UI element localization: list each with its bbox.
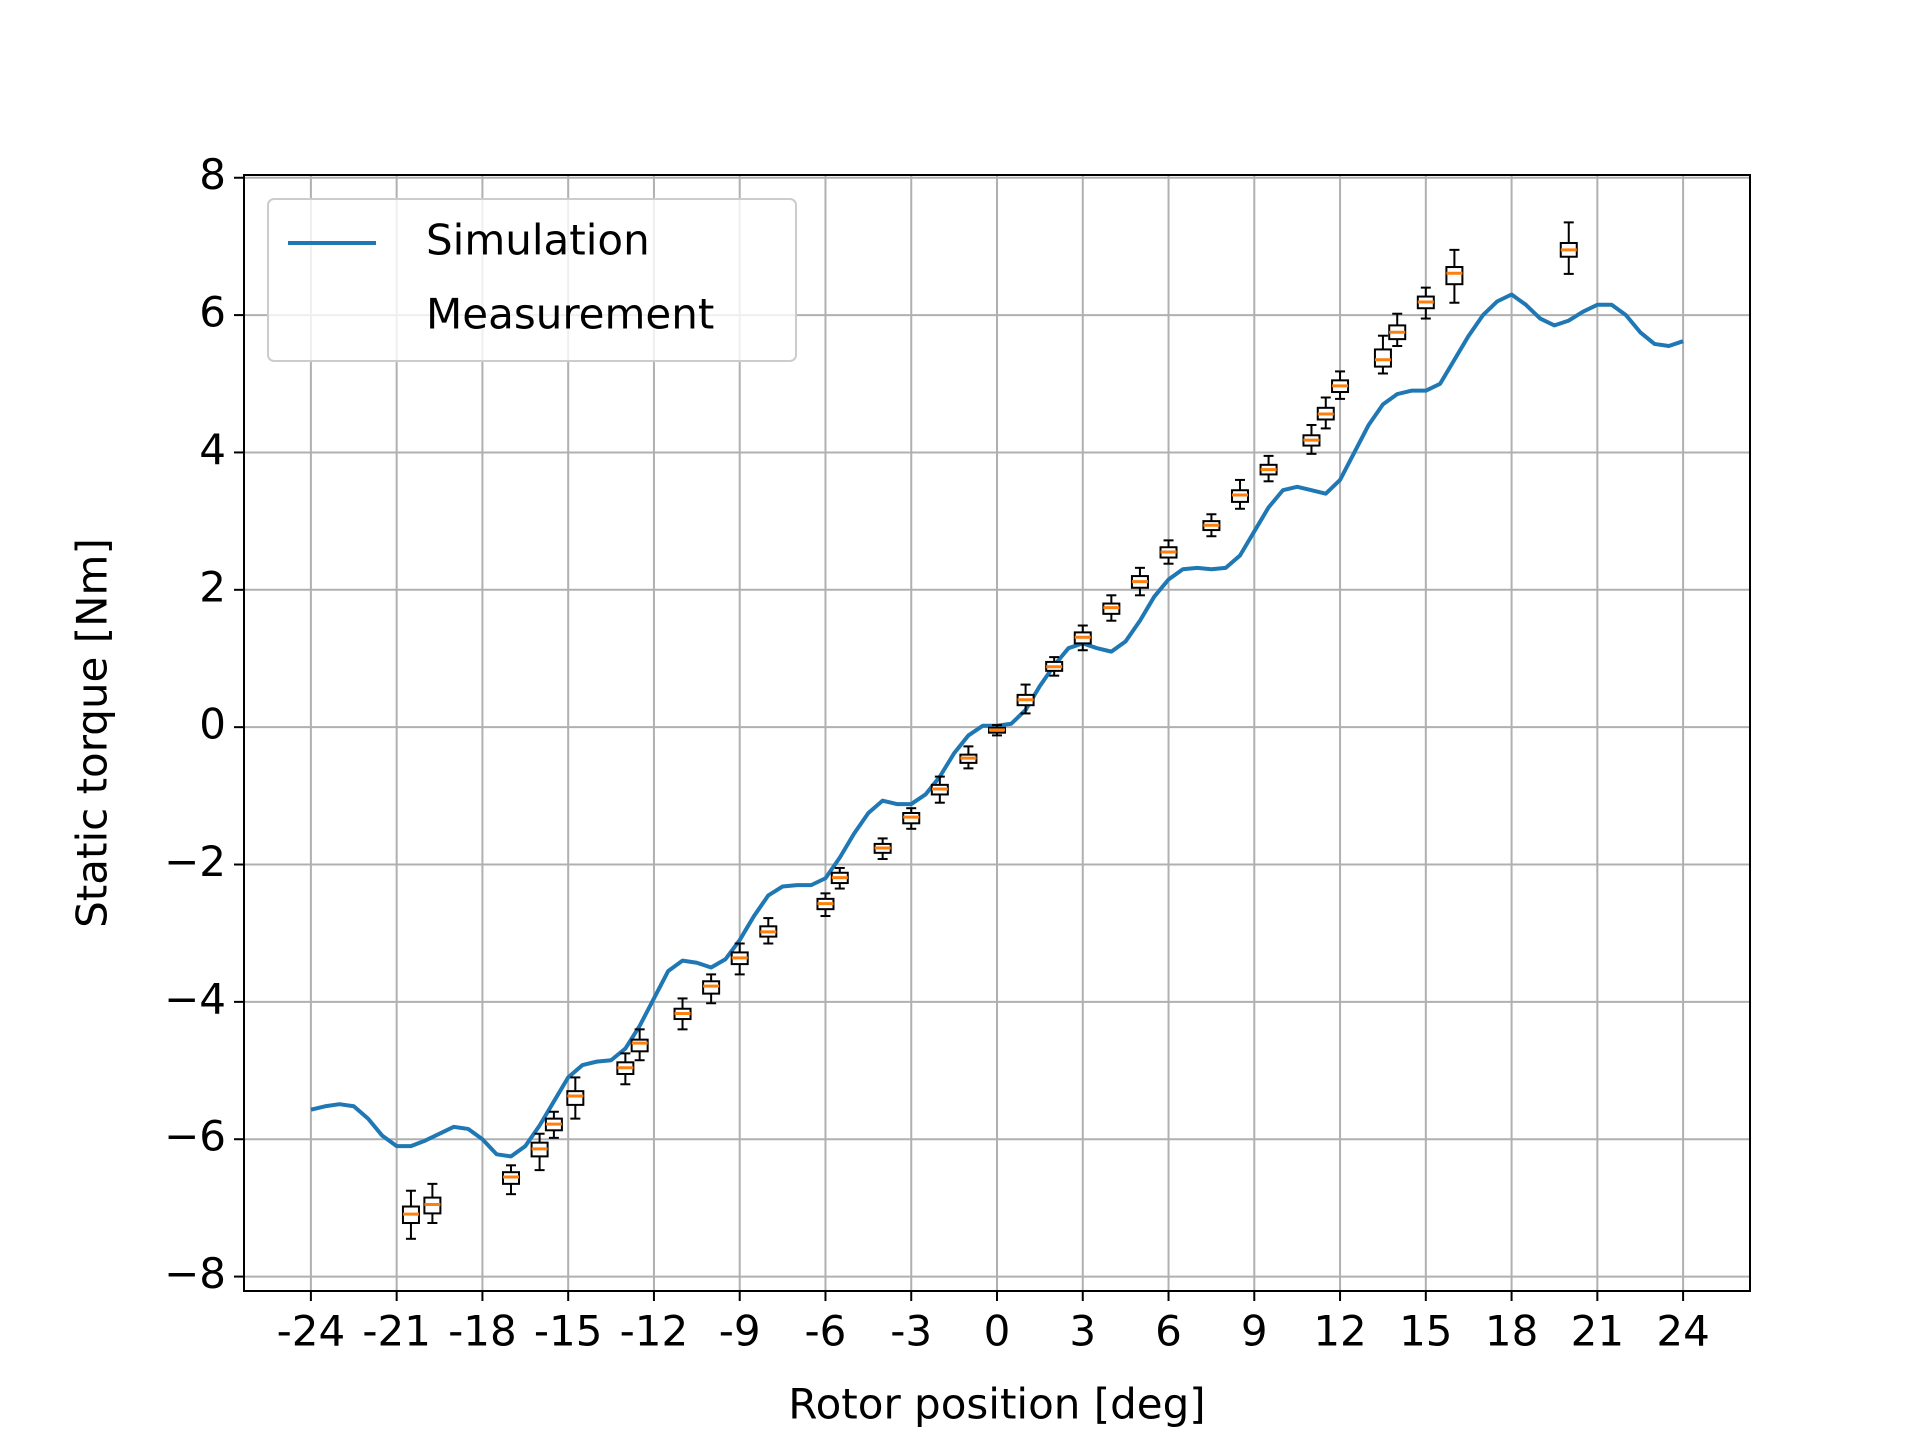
box	[566, 1090, 585, 1106]
y-tick-label: 2	[199, 562, 226, 611]
box	[1445, 266, 1464, 286]
y-axis-label: Static torque [Nm]	[68, 538, 117, 928]
x-tick-label: 0	[984, 1307, 1011, 1356]
x-tick-label: 6	[1155, 1307, 1182, 1356]
x-tick-label: 24	[1656, 1307, 1709, 1356]
x-tick-label: 9	[1241, 1307, 1268, 1356]
y-tick-label: 6	[199, 288, 226, 337]
box	[630, 1038, 649, 1053]
x-tick-label: -18	[448, 1307, 517, 1356]
x-tick-label: -12	[620, 1307, 689, 1356]
x-tick-label: 3	[1069, 1307, 1096, 1356]
x-tick-label: 21	[1571, 1307, 1624, 1356]
plot-frame	[243, 174, 1751, 1292]
x-tick-label: -15	[534, 1307, 603, 1356]
x-tick-label: -3	[890, 1307, 932, 1356]
y-tick-label: −6	[164, 1112, 226, 1161]
x-tick-label: 12	[1313, 1307, 1366, 1356]
y-tick-label: 4	[199, 425, 226, 474]
x-axis-label: Rotor position [deg]	[788, 1380, 1205, 1429]
x-tick-label: -9	[719, 1307, 761, 1356]
legend-box	[267, 198, 797, 362]
y-tick-label: −8	[164, 1249, 226, 1298]
y-tick-label: −4	[164, 974, 226, 1023]
x-tick-label: 15	[1399, 1307, 1452, 1356]
x-tick-label: -21	[362, 1307, 431, 1356]
y-tick-label: 0	[199, 700, 226, 749]
x-tick-label: 18	[1485, 1307, 1538, 1356]
box	[1373, 348, 1392, 368]
y-tick-label: −2	[164, 837, 226, 886]
legend-label: Measurement	[426, 290, 714, 339]
x-tick-label: -24	[277, 1307, 346, 1356]
y-tick-label: 8	[199, 150, 226, 199]
x-tick-label: -6	[805, 1307, 847, 1356]
legend-label: Simulation	[426, 216, 650, 265]
